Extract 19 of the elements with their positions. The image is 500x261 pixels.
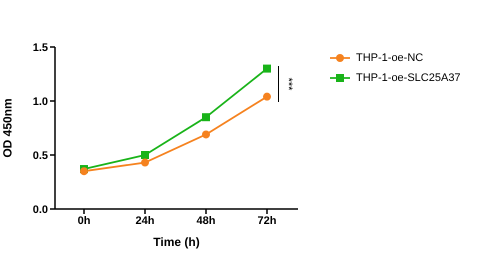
annotation: *** [282, 76, 294, 92]
x-axis-title: Time (h) [153, 235, 200, 249]
point [202, 113, 210, 122]
point [202, 130, 210, 138]
y-tick-label: 0.5 [32, 150, 48, 162]
legend-label: THP-1-oe-NC [356, 51, 424, 66]
point [263, 64, 271, 73]
y-tick-label: 1.0 [32, 96, 48, 108]
y-tick-label: 0.0 [32, 204, 48, 216]
legend-label: THP-1-oe-SLC25A37 [356, 71, 461, 86]
x-tick-label: 0h [78, 214, 91, 227]
x-tick-label: 48h [196, 214, 216, 227]
y-tick-label: 1.5 [32, 42, 48, 54]
point [141, 158, 149, 167]
x-tick-label: 24h [136, 214, 155, 227]
x-tick-label: 72h [258, 214, 277, 227]
point [263, 92, 271, 101]
y-axis-title: OD 450nm [0, 98, 14, 158]
point [141, 151, 149, 159]
